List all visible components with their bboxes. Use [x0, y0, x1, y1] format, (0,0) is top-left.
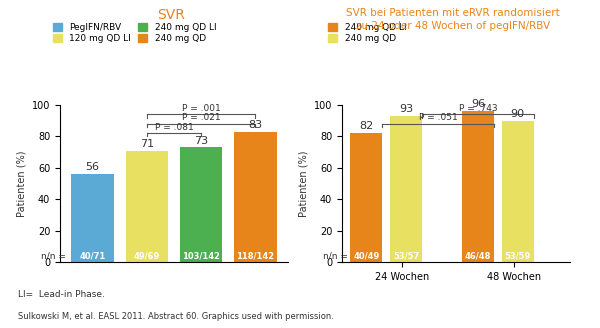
Y-axis label: Patienten (%): Patienten (%) [16, 151, 26, 217]
Text: P = .001: P = .001 [182, 104, 221, 113]
Text: 73: 73 [194, 135, 208, 146]
Bar [390, 116, 422, 262]
Bar [234, 132, 277, 262]
Bar [125, 151, 168, 262]
Y-axis label: Patienten (%): Patienten (%) [298, 151, 308, 217]
Bar [462, 111, 494, 262]
Text: SVR: SVR [157, 8, 185, 22]
Text: P = .743: P = .743 [458, 104, 497, 113]
Bar [180, 148, 223, 262]
Text: P = .051: P = .051 [419, 113, 457, 122]
Text: 118/142: 118/142 [236, 252, 274, 261]
Text: LI=  Lead-in Phase.: LI= Lead-in Phase. [18, 290, 105, 299]
Text: 56: 56 [86, 162, 100, 172]
Text: 40/49: 40/49 [353, 252, 379, 261]
Legend: 240 mg QD LI, 240 mg QD: 240 mg QD LI, 240 mg QD [328, 23, 406, 43]
Text: P = .021: P = .021 [182, 113, 220, 122]
Text: 71: 71 [140, 139, 154, 149]
Bar [71, 174, 114, 262]
Text: SVR bei Patienten mit eRVR randomisiert
zu 24 oder 48 Wochen of pegIFN/RBV: SVR bei Patienten mit eRVR randomisiert … [346, 8, 560, 31]
Text: n/n =: n/n = [323, 252, 347, 261]
Text: 90: 90 [511, 109, 524, 119]
Text: 96: 96 [471, 99, 485, 109]
Bar [502, 121, 533, 262]
Text: 49/69: 49/69 [134, 252, 160, 261]
Legend: PegIFN/RBV, 120 mg QD LI, 240 mg QD LI, 240 mg QD: PegIFN/RBV, 120 mg QD LI, 240 mg QD LI, … [53, 23, 216, 43]
Text: 83: 83 [248, 120, 262, 130]
Text: P = .081: P = .081 [155, 123, 193, 132]
Text: 82: 82 [359, 121, 373, 132]
Bar [350, 133, 382, 262]
Text: n/n =: n/n = [41, 252, 66, 261]
Text: 53/57: 53/57 [393, 252, 419, 261]
Text: Sulkowski M, et al. EASL 2011. Abstract 60. Graphics used with permission.: Sulkowski M, et al. EASL 2011. Abstract … [18, 312, 334, 321]
Text: 93: 93 [399, 104, 413, 114]
Text: 40/71: 40/71 [79, 252, 106, 261]
Text: 53/59: 53/59 [505, 252, 531, 261]
Text: 103/142: 103/142 [182, 252, 220, 261]
Text: 46/48: 46/48 [464, 252, 491, 261]
